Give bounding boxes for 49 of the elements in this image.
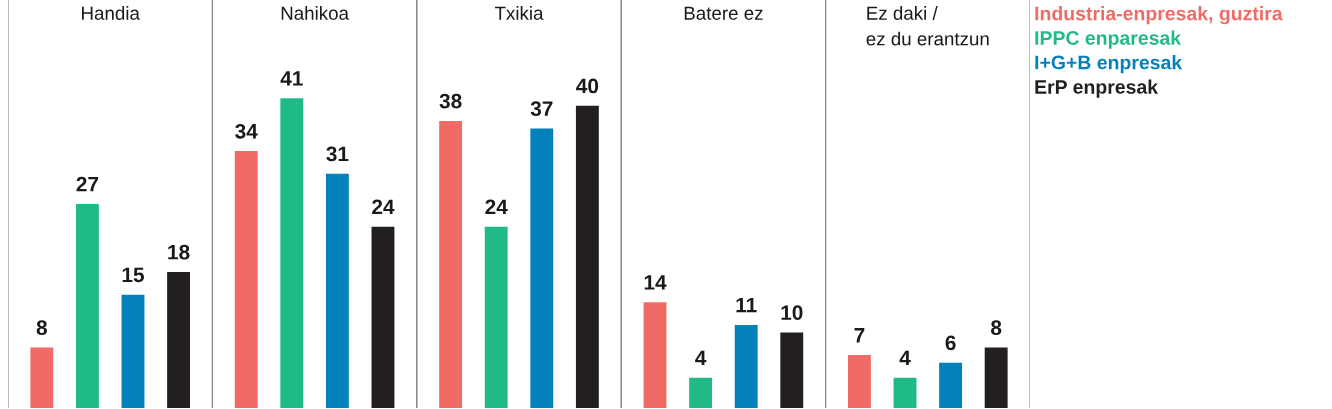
data-label: 18 (168, 244, 190, 260)
bar (939, 362, 963, 408)
bar (30, 347, 54, 408)
data-label: 10 (781, 305, 803, 320)
bar (734, 324, 758, 408)
bar (371, 226, 395, 408)
data-label: 8 (991, 320, 1002, 336)
bar (75, 204, 99, 408)
bar (484, 226, 508, 408)
bar (280, 98, 304, 408)
bar (530, 128, 554, 408)
bar (575, 105, 599, 408)
bar (984, 347, 1008, 408)
text: IPPC enparesak (1035, 30, 1182, 49)
data-label: 4 (695, 350, 707, 366)
x-tick-label: Txikia (494, 6, 544, 20)
data-label: 4 (899, 350, 911, 366)
x-tick-label: Nahikoa (281, 6, 349, 20)
x-tick-label: Batere ez (684, 6, 763, 20)
data-label: 34 (235, 123, 258, 139)
data-label: 40 (576, 78, 599, 94)
data-label: 6 (945, 335, 956, 351)
data-label: 7 (854, 328, 865, 343)
x-tick-label: Ez daki / ez du erantzun (866, 6, 989, 46)
bar (325, 173, 349, 408)
data-label: 15 (122, 267, 144, 283)
bar (167, 272, 191, 408)
bar (847, 355, 871, 408)
text: I+G+B enpresak (1035, 55, 1183, 74)
data-label: 24 (372, 199, 395, 215)
bar (893, 377, 917, 408)
data-label: 37 (530, 101, 553, 117)
bar (643, 302, 667, 408)
bar (234, 151, 258, 408)
data-label: 38 (439, 93, 462, 109)
bar (439, 120, 463, 408)
x-tick-label: Handia (82, 6, 140, 20)
data-label: 8 (36, 320, 47, 336)
bar (780, 332, 804, 408)
data-label: 11 (736, 297, 757, 313)
bar (121, 294, 145, 408)
text: Industria-enpresak, guztira (1035, 6, 1283, 25)
bar (689, 377, 713, 408)
data-label: 31 (326, 146, 349, 162)
text: ErP enpresak (1035, 79, 1159, 98)
data-label: 27 (76, 176, 99, 192)
data-label: 24 (485, 199, 508, 215)
data-label: 14 (644, 275, 667, 290)
data-label: 41 (280, 71, 303, 86)
